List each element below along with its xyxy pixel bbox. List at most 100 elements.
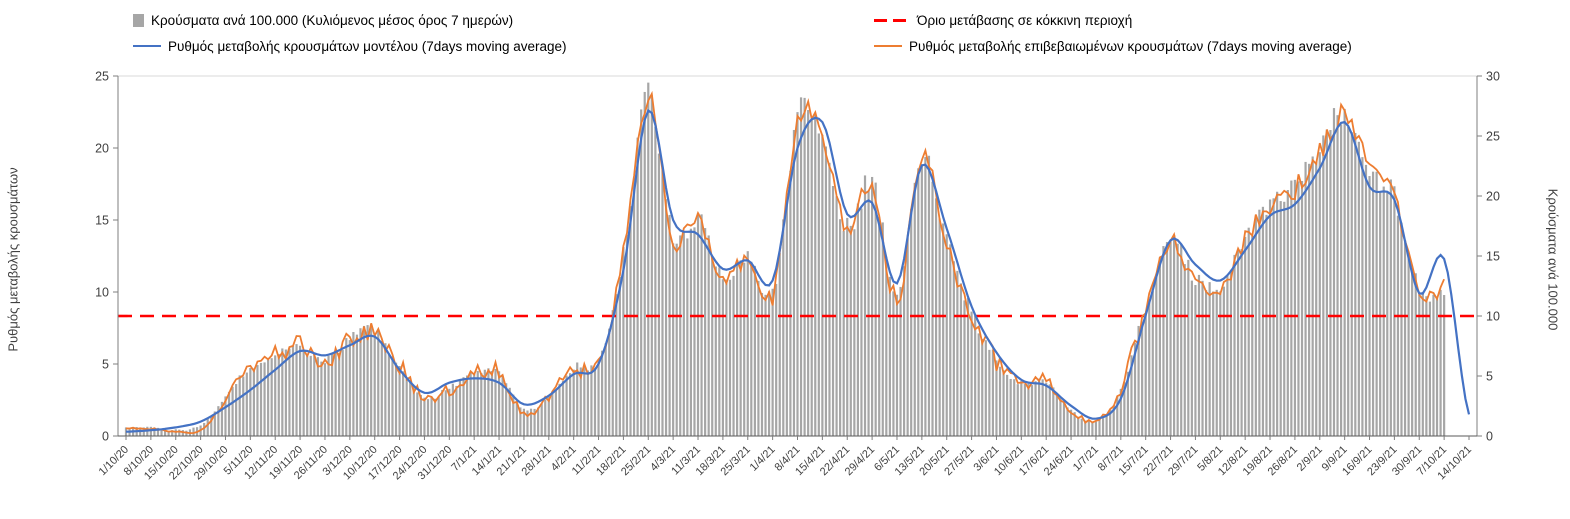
bar — [1435, 297, 1439, 436]
bar — [586, 370, 589, 436]
left-tick-label: 0 — [102, 430, 109, 444]
bar — [615, 294, 618, 436]
bar — [1329, 130, 1332, 436]
bar — [835, 196, 838, 436]
bar — [1162, 246, 1165, 436]
bar — [1130, 355, 1133, 436]
bar — [423, 397, 426, 436]
bar — [700, 214, 703, 436]
bar — [792, 129, 796, 437]
bar — [1148, 299, 1151, 436]
bar — [1062, 401, 1066, 436]
bar — [416, 392, 419, 436]
bar — [1244, 236, 1247, 436]
bar — [1364, 164, 1368, 436]
bar — [1332, 108, 1336, 437]
bar — [313, 354, 316, 436]
bar — [1336, 115, 1339, 436]
bar — [1009, 378, 1012, 436]
left-tick-label: 5 — [102, 358, 109, 372]
bar — [1219, 291, 1222, 436]
bar — [1382, 186, 1385, 436]
bar — [1016, 384, 1019, 436]
left-tick-label: 10 — [95, 286, 109, 300]
bar — [1276, 191, 1279, 436]
bar — [448, 388, 451, 436]
bar — [1418, 294, 1421, 436]
bar — [1414, 273, 1417, 436]
bar — [377, 329, 380, 436]
bar — [391, 356, 394, 436]
bar — [1354, 132, 1357, 437]
bar — [490, 370, 494, 436]
bar — [807, 110, 810, 436]
bar — [149, 426, 152, 436]
bar — [920, 165, 923, 436]
bar — [764, 294, 767, 436]
bar — [242, 376, 245, 436]
bar — [1112, 405, 1115, 436]
bar — [263, 362, 266, 436]
bar — [1389, 179, 1392, 436]
bar — [330, 352, 334, 436]
right-tick-label: 10 — [1486, 310, 1500, 324]
bar — [1325, 129, 1328, 436]
right-tick-label: 15 — [1486, 250, 1500, 264]
bar — [430, 397, 433, 436]
bar — [1030, 385, 1034, 436]
bar — [1176, 243, 1179, 436]
confirmed-line — [125, 90, 1445, 435]
bar — [512, 394, 515, 436]
bar — [856, 203, 859, 436]
bar — [1034, 381, 1037, 436]
bar — [1371, 171, 1375, 436]
bar — [270, 358, 273, 436]
bar — [654, 126, 657, 436]
bar — [1265, 214, 1268, 436]
bar — [444, 390, 447, 436]
bar — [419, 394, 422, 436]
bar — [1386, 192, 1389, 436]
bar — [298, 345, 302, 436]
bar — [1240, 249, 1243, 436]
bar — [974, 315, 977, 436]
bar — [284, 349, 287, 436]
bar — [547, 397, 550, 436]
bar — [565, 375, 568, 436]
bar — [1066, 407, 1069, 436]
bar — [942, 223, 945, 436]
bar — [426, 399, 430, 436]
bar — [878, 217, 881, 436]
bar — [277, 354, 280, 436]
bar — [171, 430, 174, 436]
bar — [885, 256, 888, 436]
bar — [160, 429, 163, 436]
bar — [863, 175, 867, 437]
bar — [1432, 294, 1435, 436]
bar — [867, 190, 870, 436]
bar — [1094, 421, 1098, 436]
bar — [767, 291, 771, 436]
bar — [1204, 290, 1208, 436]
bar — [650, 95, 653, 437]
bar — [267, 359, 270, 436]
bar — [1357, 141, 1360, 437]
bar — [405, 379, 408, 436]
x-tick-label: 1/7/21 — [1071, 444, 1101, 474]
bar — [583, 366, 586, 436]
bar — [1048, 384, 1051, 436]
bar — [1183, 264, 1186, 436]
bar — [309, 355, 312, 436]
bar — [672, 243, 675, 436]
bar — [917, 168, 920, 437]
bar — [991, 349, 995, 436]
bar — [853, 229, 856, 436]
bar — [1425, 296, 1428, 436]
bar — [1400, 222, 1403, 436]
bars-series — [124, 82, 1446, 437]
bar — [163, 429, 167, 436]
bar — [597, 360, 600, 436]
legend-item-threshold: Όριο μετάβασης σε κόκκινη περιοχή — [874, 12, 1132, 28]
x-tick-label: 1/4/21 — [748, 444, 778, 474]
bar — [235, 384, 238, 436]
